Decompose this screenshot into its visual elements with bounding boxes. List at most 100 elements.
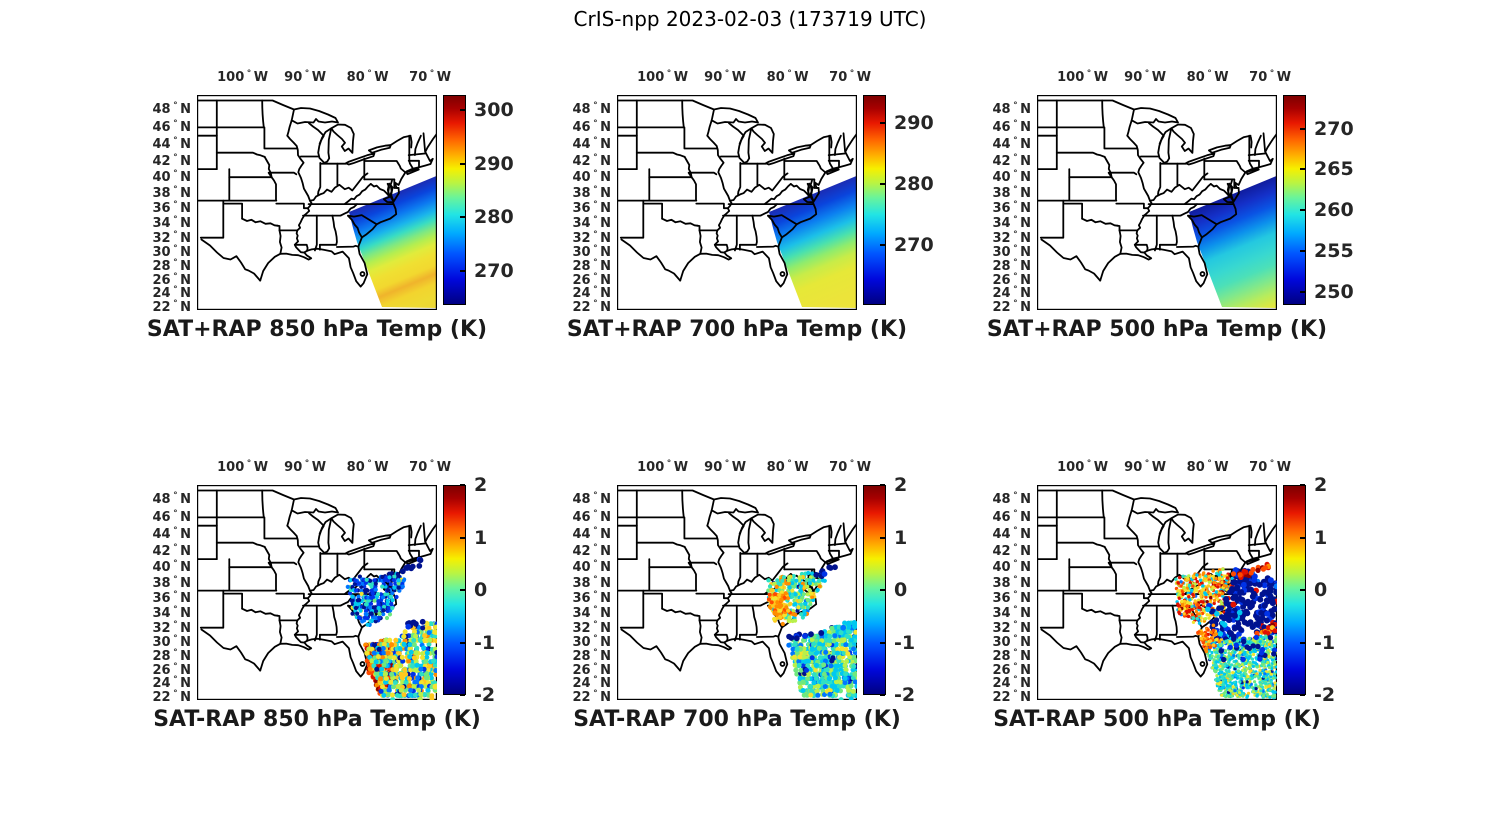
colorbar-tick — [880, 536, 885, 539]
lat-tick-label: 38 ° N — [992, 574, 1031, 591]
satellite-swath — [349, 175, 437, 308]
lon-tick-label: 100 ° W — [1057, 459, 1109, 475]
colorbar-tick-label: 2 — [894, 474, 908, 496]
panel-title: SAT-RAP 700 hPa Temp (K) — [573, 707, 901, 732]
lat-tick-label: 44 ° N — [572, 526, 611, 543]
lat-tick-label: 28 ° N — [152, 648, 191, 665]
colorbar-tick — [1300, 290, 1305, 293]
lon-tick-label: 70 ° W — [829, 459, 872, 475]
colorbar-tick-label: 260 — [1314, 199, 1354, 222]
temperature-difference-map — [197, 485, 437, 700]
lon-tick-label: 90 ° W — [284, 69, 327, 85]
lon-tick-label: 70 ° W — [829, 69, 872, 85]
lat-tick-label: 28 ° N — [992, 648, 1031, 665]
lon-tick-label: 90 ° W — [704, 69, 747, 85]
colorbar-tick-label: -2 — [474, 684, 496, 706]
colorbar-tick — [460, 162, 465, 165]
lat-tick-label: 42 ° N — [152, 153, 191, 170]
lat-tick-label: 30 ° N — [152, 634, 191, 651]
lat-tick-label: 40 ° N — [992, 169, 1031, 186]
lat-tick-label: 46 ° N — [992, 509, 1031, 526]
lat-tick-label: 24 ° N — [992, 675, 1031, 692]
lat-tick-label: 34 ° N — [152, 605, 191, 622]
lat-tick-label: 30 ° N — [572, 634, 611, 651]
lat-tick-label: 42 ° N — [992, 153, 1031, 170]
colorbar-tick — [460, 589, 465, 591]
temperature-difference-map — [617, 485, 857, 700]
colorbar — [443, 95, 466, 305]
colorbar-tick-label: 0 — [474, 579, 488, 601]
colorbar-tick-label: 280 — [474, 206, 514, 229]
colorbar-tick-label: 270 — [894, 234, 934, 256]
lat-tick-label: 32 ° N — [152, 229, 191, 246]
lat-tick-label: 40 ° N — [572, 559, 611, 576]
lat-tick-label: 48 ° N — [572, 101, 611, 118]
colorbar-tick-label: -1 — [474, 631, 496, 654]
lon-tick-label: 100 ° W — [217, 69, 269, 85]
lat-tick-label: 42 ° N — [992, 543, 1031, 560]
lat-tick-label: 30 ° N — [152, 244, 191, 261]
difference-scatter-dots — [1174, 561, 1277, 700]
lat-tick-label: 48 ° N — [152, 101, 191, 118]
lon-tick-label: 90 ° W — [1124, 459, 1167, 475]
colorbar-tick-label: 265 — [1314, 158, 1354, 181]
map-frame — [197, 95, 437, 310]
lon-tick-label: 80 ° W — [766, 69, 809, 85]
lat-tick-label: 28 ° N — [572, 258, 611, 275]
lat-tick-label: 34 ° N — [572, 605, 611, 622]
lat-tick-label: 34 ° N — [152, 215, 191, 232]
colorbar-tick — [460, 641, 465, 644]
lat-tick-label: 36 ° N — [152, 590, 191, 607]
colorbar-tick — [1300, 536, 1305, 539]
lat-tick-label: 22 ° N — [572, 688, 611, 705]
colorbar-tick-label: 290 — [474, 152, 514, 175]
lat-tick-label: 24 ° N — [152, 285, 191, 302]
lon-tick-label: 70 ° W — [1249, 69, 1292, 85]
lat-tick-label: 40 ° N — [992, 559, 1031, 576]
state-boundaries — [617, 99, 857, 288]
lat-tick-label: 36 ° N — [152, 200, 191, 217]
lon-tick-label: 80 ° W — [1186, 459, 1229, 475]
colorbar-tick-label: 1 — [894, 526, 908, 549]
figure-title: CrIS-npp 2023-02-03 (173719 UTC) — [573, 7, 927, 31]
lat-tick-label: 38 ° N — [572, 184, 611, 201]
lon-tick-label: 80 ° W — [766, 459, 809, 475]
panel-title: SAT+RAP 500 hPa Temp (K) — [986, 317, 1328, 342]
panel-title: SAT+RAP 700 hPa Temp (K) — [566, 317, 908, 342]
colorbar-tick — [460, 484, 465, 486]
state-boundaries — [1037, 99, 1277, 288]
lat-tick-label: 26 ° N — [992, 661, 1031, 678]
lat-tick-label: 46 ° N — [992, 119, 1031, 136]
lat-tick-label: 30 ° N — [572, 244, 611, 261]
colorbar-tick — [1300, 484, 1305, 486]
lat-tick-label: 42 ° N — [572, 543, 611, 560]
lon-tick-label: 100 ° W — [217, 459, 269, 475]
panel-title: SAT-RAP 850 hPa Temp (K) — [153, 707, 481, 732]
lon-tick-label: 70 ° W — [409, 69, 452, 85]
colorbar-tick-label: -2 — [1314, 684, 1336, 706]
lat-tick-label: 46 ° N — [572, 119, 611, 136]
lat-tick-label: 38 ° N — [152, 574, 191, 591]
colorbar-tick-label: 0 — [894, 579, 908, 601]
colorbar-tick — [1300, 127, 1305, 130]
lon-tick-label: 100 ° W — [1057, 69, 1109, 85]
colorbar-tick-label: 1 — [474, 526, 488, 549]
lat-tick-label: 40 ° N — [152, 169, 191, 186]
lat-tick-label: 32 ° N — [992, 619, 1031, 636]
colorbar-tick — [1300, 694, 1305, 696]
lat-tick-label: 34 ° N — [572, 215, 611, 232]
lat-tick-label: 22 ° N — [572, 298, 611, 315]
lat-tick-label: 26 ° N — [992, 271, 1031, 288]
colorbar-tick-label: 2 — [1314, 474, 1328, 496]
colorbar-tick-label: 255 — [1314, 240, 1354, 263]
map-frame — [1037, 95, 1277, 310]
state-boundaries — [197, 99, 437, 288]
lat-tick-label: 44 ° N — [572, 136, 611, 153]
lat-tick-label: 46 ° N — [572, 509, 611, 526]
colorbar-tick — [880, 641, 885, 644]
colorbar-tick — [1300, 641, 1305, 644]
lon-tick-label: 80 ° W — [346, 69, 389, 85]
colorbar-tick-label: 2 — [474, 474, 488, 496]
lat-tick-label: 48 ° N — [992, 491, 1031, 508]
lon-tick-label: 100 ° W — [637, 69, 689, 85]
